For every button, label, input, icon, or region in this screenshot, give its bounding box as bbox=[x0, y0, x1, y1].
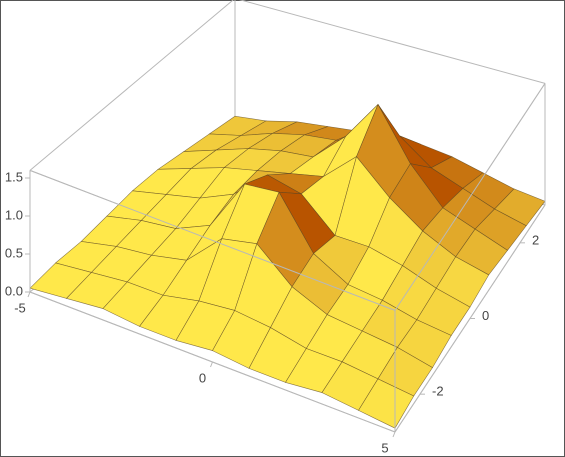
z-tick-label: 0.5 bbox=[5, 245, 23, 260]
box-edge bbox=[394, 83, 546, 311]
y-tick-label: 2 bbox=[532, 232, 539, 247]
z-tick-label: 1.0 bbox=[5, 207, 23, 222]
x-tick-label: -5 bbox=[14, 300, 26, 315]
box-edge bbox=[238, 0, 546, 84]
x-tick bbox=[392, 431, 396, 438]
x-tick bbox=[210, 361, 213, 368]
y-tick-label: 0 bbox=[482, 308, 489, 323]
x-tick-label: 0 bbox=[199, 370, 206, 385]
y-tick-label: -2 bbox=[432, 384, 444, 399]
z-tick-label: 0.0 bbox=[5, 283, 23, 298]
box-edge bbox=[29, 0, 234, 171]
z-tick-label: 1.5 bbox=[5, 169, 23, 184]
box-edge bbox=[29, 169, 396, 311]
x-tick-label: 5 bbox=[381, 440, 388, 455]
surface-patch bbox=[358, 378, 415, 429]
x-tick bbox=[27, 291, 31, 298]
